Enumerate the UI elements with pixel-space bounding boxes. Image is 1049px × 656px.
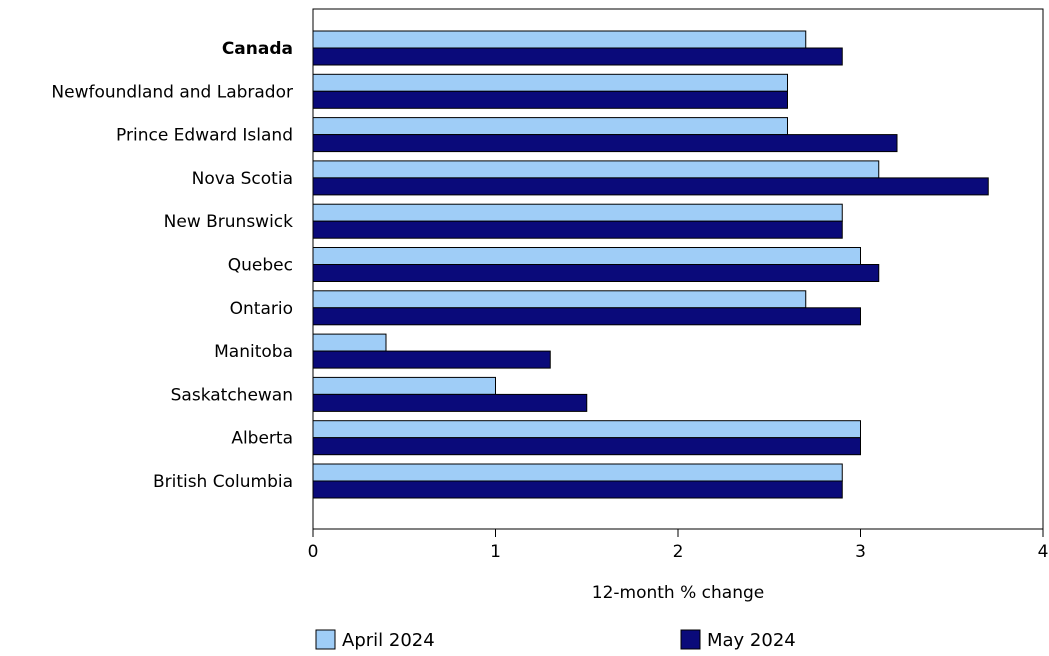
bar-may-1 (312, 90, 788, 109)
bar-april-8 (312, 376, 496, 395)
bar-april-6 (312, 290, 807, 309)
category-label: Quebec (228, 256, 293, 276)
bar-april-1 (312, 73, 788, 92)
x-tick-label: 0 (308, 542, 319, 562)
category-label: Newfoundland and Labrador (51, 82, 293, 102)
category-labels: Canada Newfoundland and Labrador Prince Ed… (51, 39, 293, 492)
x-tick-label: 1 (490, 542, 501, 562)
category-label: Manitoba (214, 342, 293, 362)
legend-label-april: April 2024 (342, 630, 435, 651)
bars-group (312, 30, 989, 499)
legend: April 2024 May 2024 (315, 629, 796, 651)
category-label: Nova Scotia (192, 169, 293, 189)
category-label: New Brunswick (164, 212, 294, 232)
bar-april-5 (312, 247, 861, 265)
category-label: Saskatchewan (171, 385, 293, 405)
bar-may-4 (312, 220, 843, 239)
x-axis-title: 12-month % change (592, 583, 764, 603)
x-axis-ticks: 0 1 2 3 4 (308, 529, 1049, 562)
bar-may-3 (312, 177, 989, 196)
legend-label-may: May 2024 (707, 630, 796, 651)
category-label: Ontario (230, 299, 293, 319)
category-label: Alberta (231, 429, 293, 449)
x-tick-label: 2 (673, 542, 684, 562)
bar-may-10 (312, 480, 843, 499)
category-label: Canada (222, 39, 293, 59)
category-label: British Columbia (153, 472, 293, 492)
bar-may-5 (312, 264, 880, 282)
bar-may-2 (312, 134, 898, 153)
bar-april-10 (312, 463, 843, 482)
bar-april-2 (312, 117, 788, 136)
category-label: Prince Edward Island (116, 126, 293, 146)
x-tick-label: 3 (855, 542, 866, 562)
bar-may-6 (312, 307, 861, 326)
bar-april-7 (312, 333, 387, 352)
legend-swatch-april (315, 629, 336, 650)
bar-april-4 (312, 203, 843, 222)
bar-april-0 (312, 30, 807, 49)
bar-may-0 (312, 47, 843, 66)
legend-swatch-may (680, 629, 701, 650)
x-tick-label: 4 (1038, 542, 1049, 562)
bar-may-7 (312, 350, 551, 369)
bar-may-9 (312, 437, 861, 456)
bar-april-3 (312, 160, 880, 179)
bar-april-9 (312, 420, 861, 439)
bar-may-8 (312, 393, 588, 412)
